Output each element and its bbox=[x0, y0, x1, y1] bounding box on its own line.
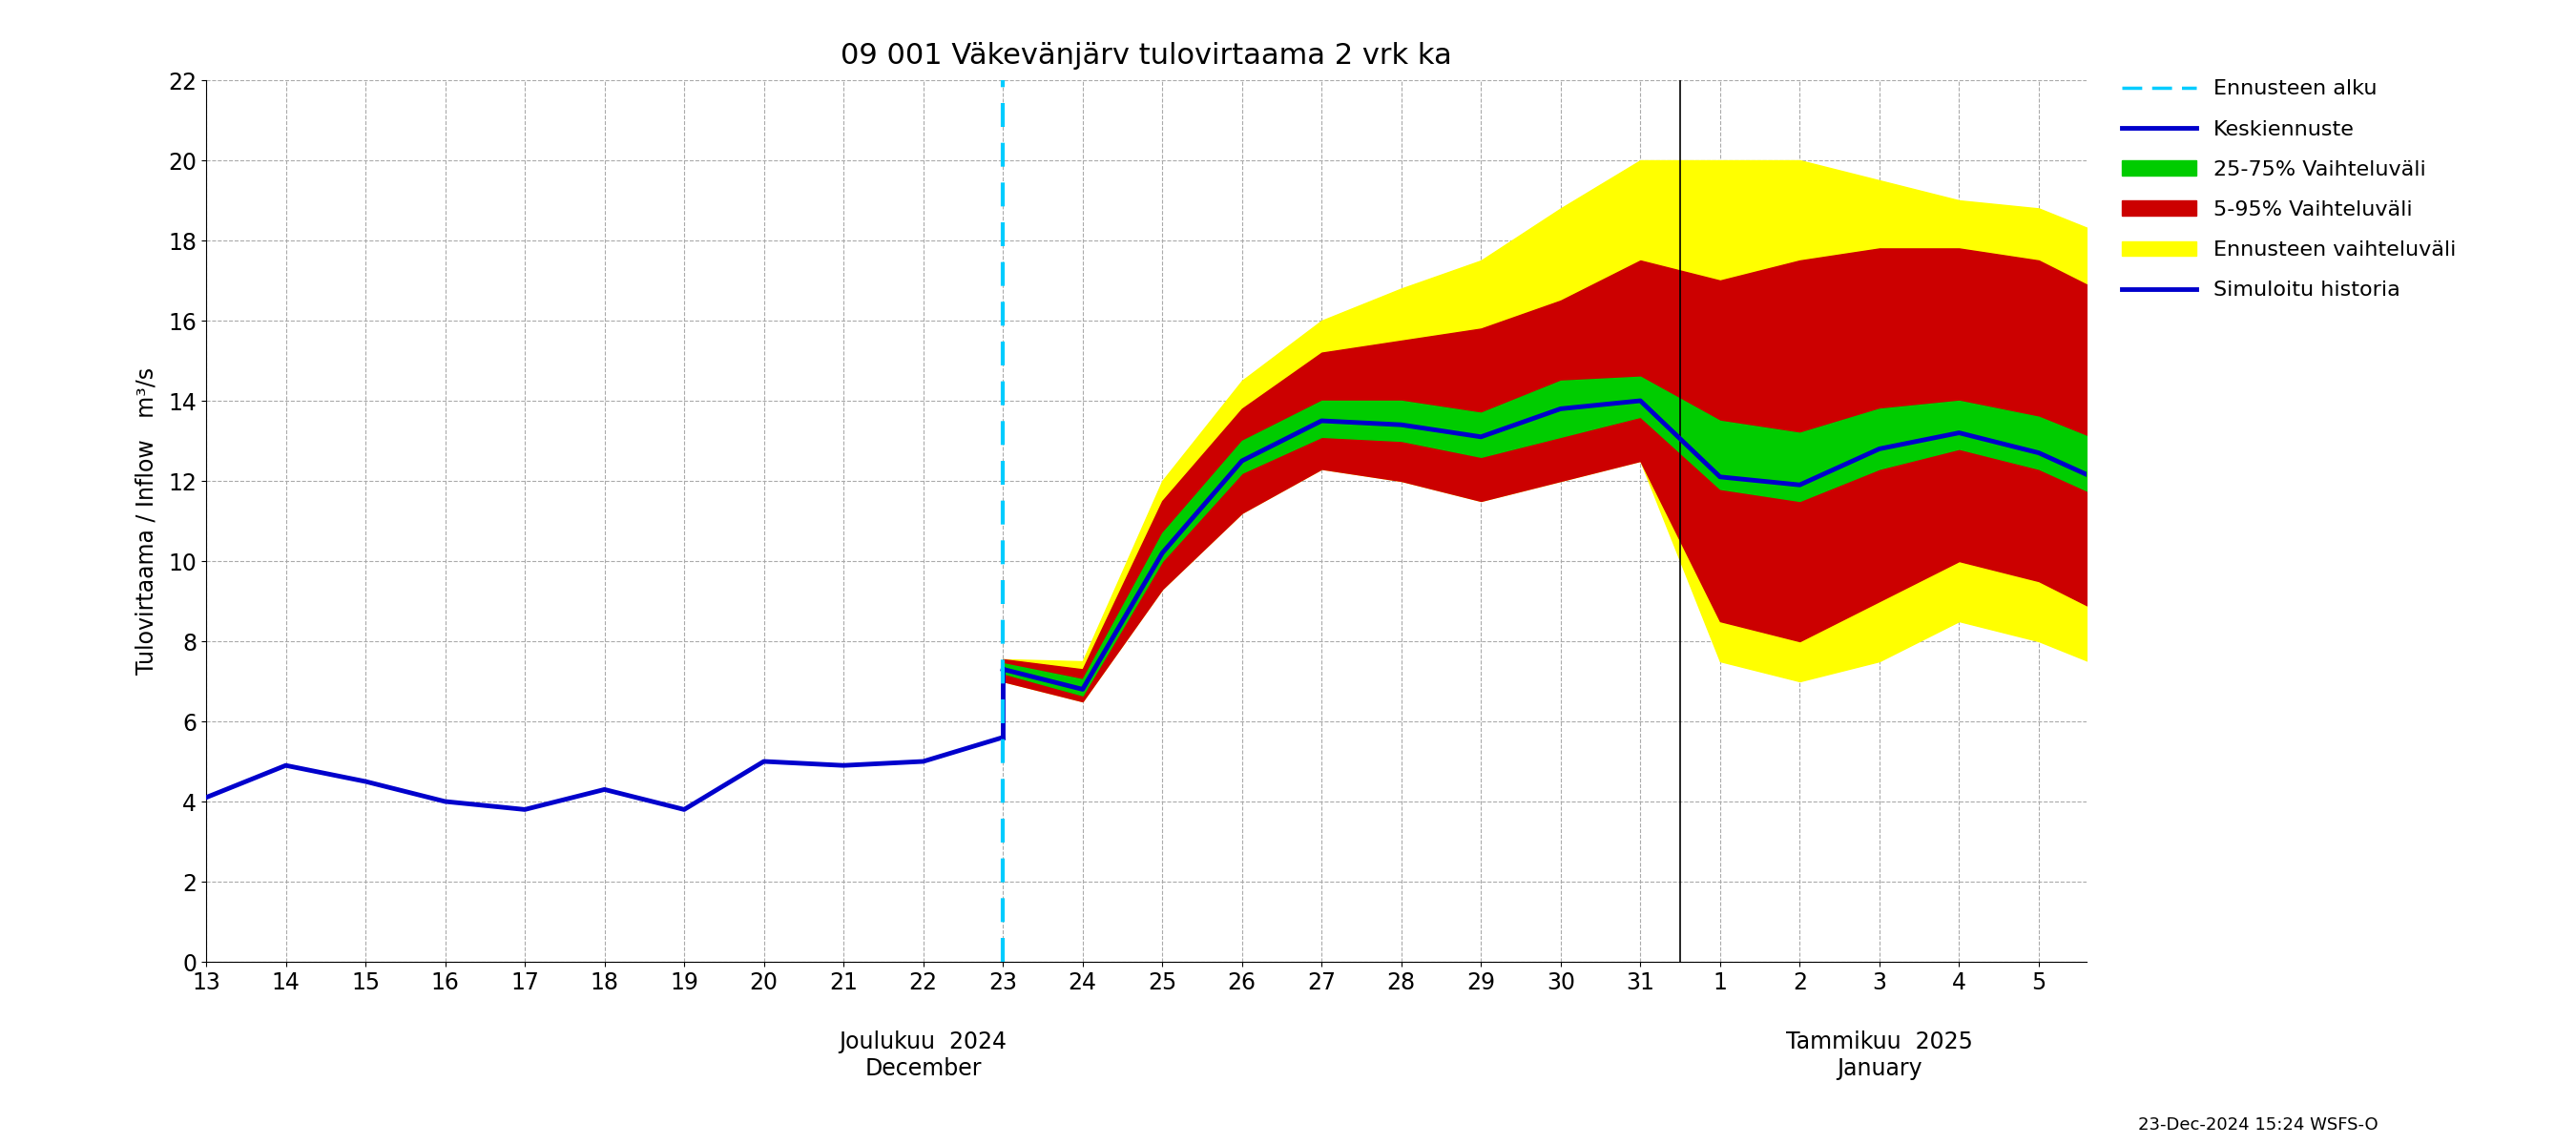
Text: 23-Dec-2024 15:24 WSFS-O: 23-Dec-2024 15:24 WSFS-O bbox=[2138, 1116, 2378, 1134]
Title: 09 001 Väkevänjärv tulovirtaama 2 vrk ka: 09 001 Väkevänjärv tulovirtaama 2 vrk ka bbox=[840, 42, 1453, 70]
Legend: Ennusteen alku, Keskiennuste, 25-75% Vaihteluväli, 5-95% Vaihteluväli, Ennusteen: Ennusteen alku, Keskiennuste, 25-75% Vai… bbox=[2115, 73, 2463, 307]
Text: Joulukuu  2024
December: Joulukuu 2024 December bbox=[840, 1030, 1007, 1080]
Text: Tammikuu  2025
January: Tammikuu 2025 January bbox=[1785, 1030, 1973, 1080]
Y-axis label: Tulovirtaama / Inflow   m³/s: Tulovirtaama / Inflow m³/s bbox=[134, 368, 157, 674]
